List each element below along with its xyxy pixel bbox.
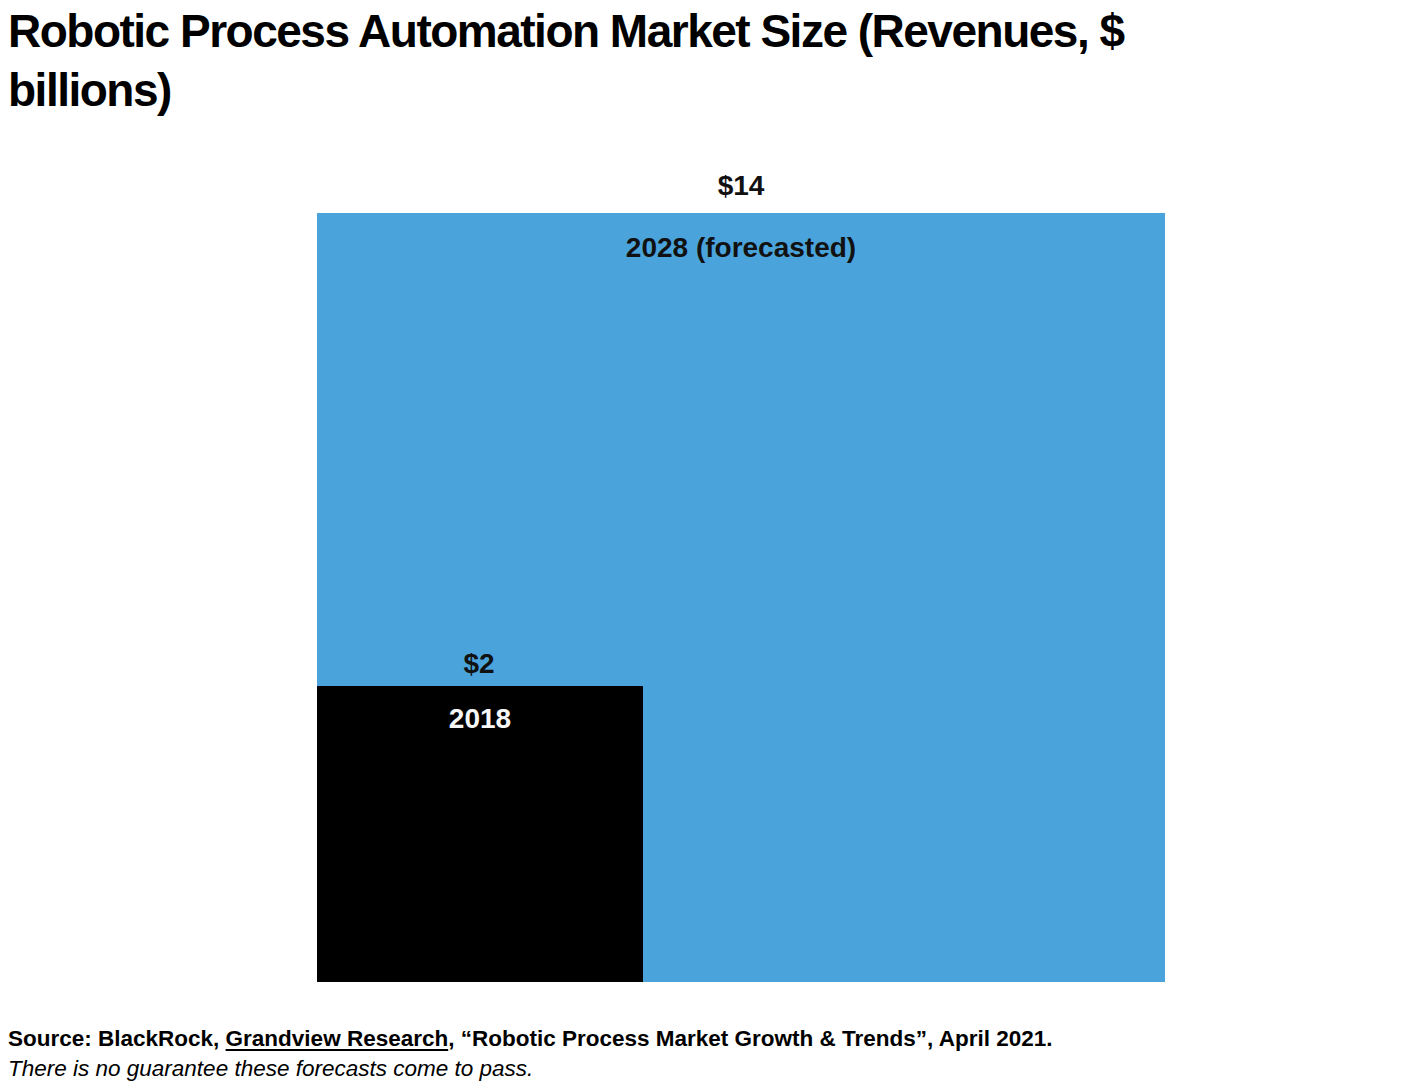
source-prefix: Source: BlackRock, [8, 1026, 226, 1051]
footer: Source: BlackRock, Grandview Research, “… [8, 1024, 1408, 1084]
base-value-label: $2 [316, 648, 642, 680]
forecast-value-label: $14 [317, 170, 1165, 202]
source-line: Source: BlackRock, Grandview Research, “… [8, 1024, 1408, 1054]
source-suffix: , “Robotic Process Market Growth & Trend… [448, 1026, 1052, 1051]
base-square-2018: 2018 [317, 686, 643, 982]
chart-title: Robotic Process Automation Market Size (… [8, 2, 1414, 120]
forecast-category-label: 2028 (forecasted) [317, 213, 1165, 264]
source-link-grandview-research[interactable]: Grandview Research [226, 1026, 449, 1051]
disclaimer-text: There is no guarantee these forecasts co… [8, 1054, 1408, 1084]
base-category-label: 2018 [317, 686, 643, 735]
forecast-square-2028: 2028 (forecasted) 2018 [317, 213, 1165, 982]
chart-page: Robotic Process Automation Market Size (… [0, 0, 1418, 1090]
